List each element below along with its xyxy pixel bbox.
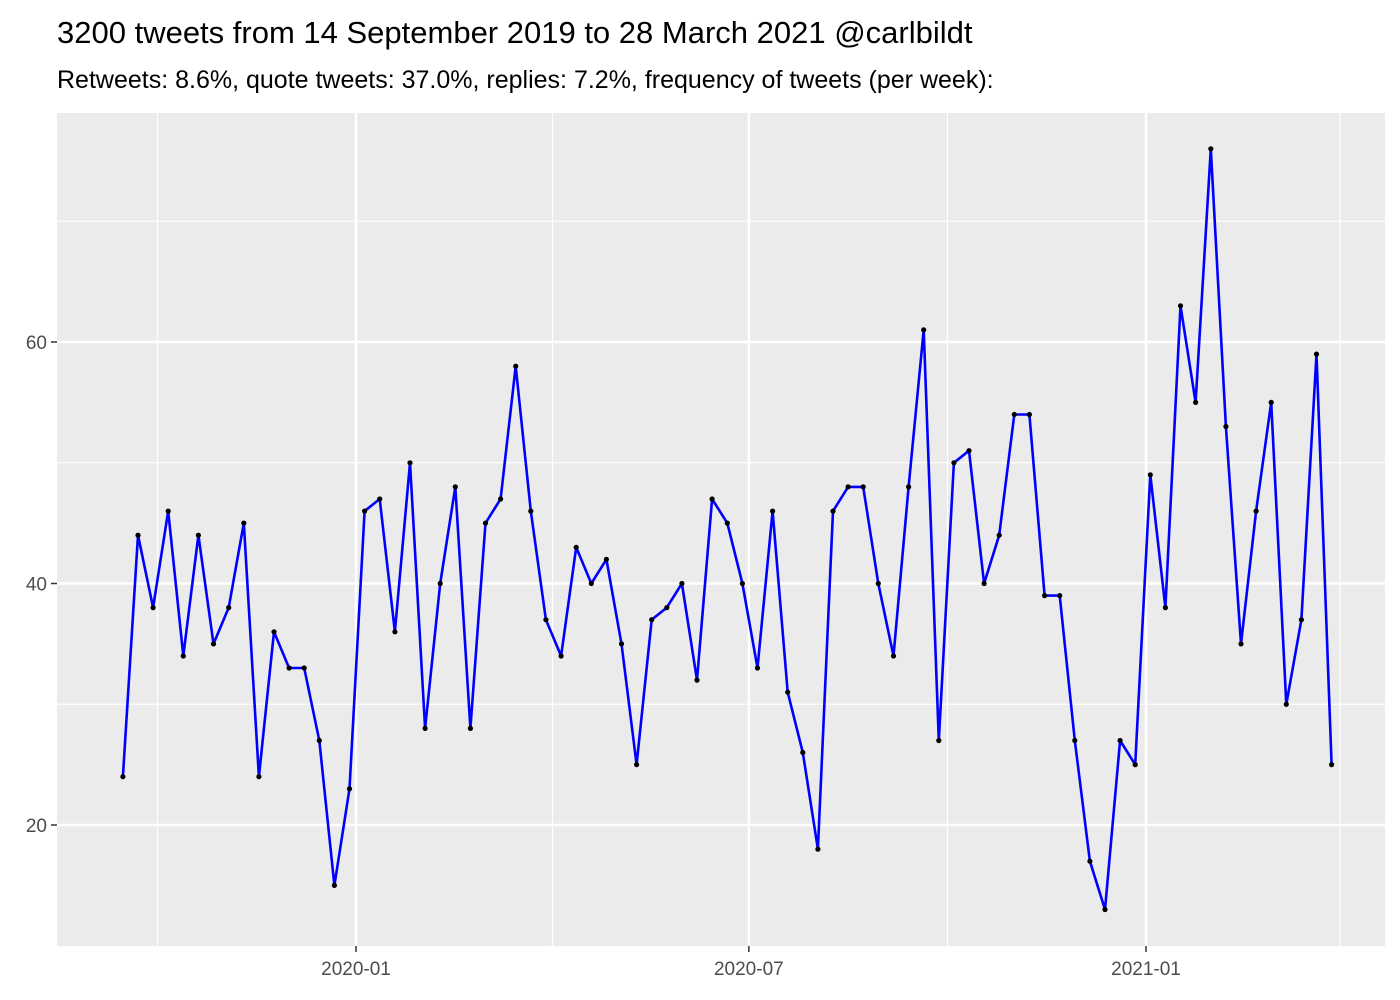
data-point: [558, 653, 564, 659]
data-point: [1238, 641, 1244, 647]
data-point: [1162, 605, 1168, 611]
data-point: [241, 520, 247, 526]
plot-panel: [57, 113, 1385, 946]
data-point: [1042, 593, 1048, 599]
data-point: [316, 737, 322, 744]
data-point: [815, 846, 821, 852]
data-point: [664, 605, 670, 611]
data-point: [800, 749, 806, 756]
y-tick-label: 60: [26, 333, 47, 354]
data-point: [422, 725, 428, 732]
data-point: [210, 641, 217, 647]
x-tick-label: 2020-01: [321, 959, 391, 980]
data-point: [1313, 351, 1320, 357]
data-point: [906, 484, 912, 490]
data-point: [694, 677, 700, 683]
data-point: [1208, 146, 1214, 152]
data-points: [120, 146, 1335, 913]
data-point: [120, 774, 126, 780]
data-point: [150, 605, 156, 611]
data-point: [1253, 508, 1259, 514]
y-tick-label: 20: [26, 816, 47, 837]
data-point: [1026, 411, 1032, 418]
data-point: [1132, 762, 1138, 768]
minor-gridlines: [57, 113, 1385, 946]
data-point: [1298, 617, 1304, 623]
data-point: [724, 520, 730, 526]
data-point: [407, 460, 413, 466]
data-point: [226, 605, 232, 611]
x-axis: 2020-01 2020-07 2021-01: [321, 946, 1181, 980]
data-point: [1329, 762, 1335, 768]
data-point: [981, 580, 987, 587]
data-point: [1072, 737, 1078, 744]
data-point: [603, 556, 610, 563]
data-point: [392, 629, 398, 635]
data-point: [1268, 399, 1274, 405]
data-point: [482, 520, 489, 526]
data-point: [709, 496, 715, 502]
data-point: [1283, 701, 1289, 707]
data-point: [1117, 737, 1123, 744]
data-point: [135, 532, 141, 538]
data-point: [634, 762, 640, 768]
data-point: [588, 580, 594, 587]
data-point: [966, 448, 972, 454]
data-point: [331, 882, 337, 889]
data-point: [936, 737, 942, 744]
data-point: [996, 532, 1002, 538]
data-point: [875, 580, 881, 587]
data-point: [860, 484, 866, 490]
data-point: [498, 496, 504, 502]
data-point: [1223, 423, 1229, 430]
data-point: [830, 508, 836, 514]
data-point: [649, 617, 655, 623]
data-point: [890, 653, 897, 659]
data-point: [301, 665, 307, 671]
data-point: [1147, 472, 1153, 478]
data-point: [362, 508, 368, 514]
data-point: [679, 580, 685, 587]
data-point: [785, 689, 791, 695]
data-point: [1011, 411, 1017, 418]
data-point: [754, 665, 761, 671]
data-point: [271, 629, 277, 635]
data-point: [739, 580, 746, 587]
data-point: [195, 532, 201, 538]
data-point: [951, 460, 957, 466]
data-point: [1177, 303, 1184, 309]
data-point: [513, 363, 519, 369]
data-point: [256, 774, 262, 780]
data-point: [437, 580, 443, 587]
data-point: [618, 641, 625, 647]
data-point: [921, 327, 927, 333]
data-point: [377, 496, 383, 502]
data-point: [1087, 858, 1093, 864]
data-point: [1057, 593, 1063, 599]
chart-subtitle: Retweets: 8.6%, quote tweets: 37.0%, rep…: [57, 66, 994, 94]
data-point: [286, 665, 292, 671]
data-point: [573, 544, 579, 550]
data-point: [845, 484, 851, 490]
data-point: [180, 653, 186, 659]
data-point: [452, 484, 458, 490]
x-tick-label: 2021-01: [1111, 959, 1181, 980]
data-point: [346, 786, 353, 792]
y-tick-label: 40: [26, 575, 47, 596]
y-axis: 20 40 60: [26, 333, 57, 837]
data-point: [543, 617, 549, 623]
data-point: [770, 508, 776, 514]
data-point: [528, 508, 534, 514]
data-point: [1102, 906, 1108, 913]
data-point: [165, 508, 171, 514]
data-point: [1193, 399, 1199, 405]
x-tick-label: 2020-07: [714, 959, 784, 980]
data-point: [467, 725, 473, 732]
chart-title: 3200 tweets from 14 September 2019 to 28…: [57, 15, 973, 50]
